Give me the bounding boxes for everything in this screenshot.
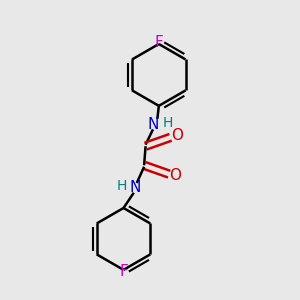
Text: F: F <box>154 35 163 50</box>
Text: F: F <box>119 264 128 279</box>
Text: H: H <box>117 179 127 193</box>
Text: H: H <box>163 116 173 130</box>
Text: O: O <box>169 168 181 183</box>
Text: O: O <box>171 128 183 143</box>
Text: N: N <box>130 180 141 195</box>
Text: N: N <box>147 117 159 132</box>
